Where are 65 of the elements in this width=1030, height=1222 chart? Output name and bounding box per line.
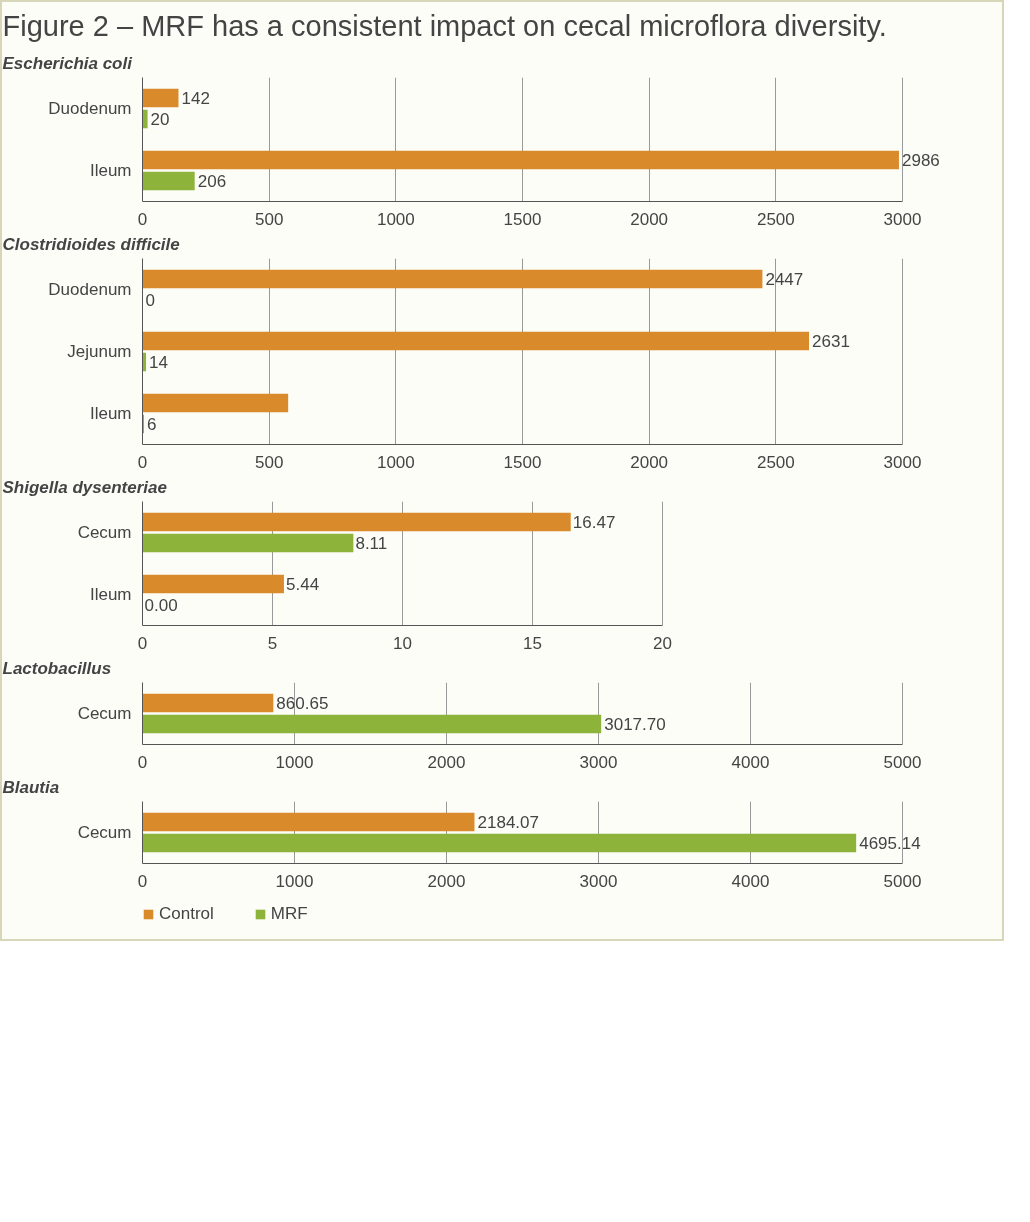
- data-label: 8.11: [355, 534, 388, 554]
- data-label: 14: [149, 353, 169, 373]
- y-tick-label: Ileum: [89, 161, 132, 180]
- x-tick-label: 15: [523, 633, 542, 653]
- x-tick-label: 2000: [630, 452, 669, 472]
- x-tick-label: 3000: [883, 209, 922, 229]
- chart-title: Shigella dysenteriae: [2, 477, 167, 497]
- chart-title: Blautia: [2, 777, 60, 797]
- data-label: 2184.07: [477, 812, 539, 832]
- data-label: 6: [147, 415, 157, 435]
- x-tick-label: 3000: [883, 452, 922, 472]
- chart-subtitle: Escherichia coli: [2, 53, 134, 73]
- x-tick-label: 500: [254, 209, 284, 229]
- x-tick-label: 10: [393, 633, 412, 653]
- chart-title: Figure 2 – MRF has a consistent impact on cecal microflora diversity.: [2, 9, 887, 42]
- y-tick-label: Cecum: [77, 523, 132, 542]
- x-tick-label: 500: [254, 452, 284, 472]
- data-label: 0.00: [144, 596, 178, 616]
- data-label: 4695.14: [859, 834, 921, 854]
- x-tick-label: 2000: [630, 209, 669, 229]
- x-tick-label: 3000: [579, 871, 618, 891]
- x-tick-label: 2000: [427, 752, 466, 772]
- data-label: 2986: [901, 150, 940, 170]
- y-tick-label: Cecum: [77, 823, 132, 842]
- data-label: 16.47: [572, 512, 616, 532]
- y-tick-label: Ileum: [89, 404, 132, 423]
- data-label: 2631: [812, 331, 850, 351]
- x-tick-label: 4000: [731, 752, 770, 772]
- x-tick-label: 3000: [579, 752, 618, 772]
- data-label: 860.65: [276, 693, 329, 713]
- x-tick-label: 4000: [731, 871, 770, 891]
- x-tick-label: 0: [137, 209, 148, 229]
- y-tick-label: Cecum: [77, 704, 132, 723]
- y-tick-label: Duodenum: [48, 99, 132, 118]
- x-tick-label: 1000: [275, 871, 314, 891]
- x-tick-label: 2500: [756, 209, 795, 229]
- x-tick-label: 5000: [883, 752, 922, 772]
- data-label: 2447: [765, 269, 804, 289]
- data-label: 3017.70: [604, 715, 666, 735]
- legend-label: MRF: [270, 904, 308, 924]
- chart-title: Lactobacillus: [2, 658, 112, 678]
- x-tick-label: 0: [137, 452, 148, 472]
- x-tick-label: 1500: [503, 452, 542, 472]
- x-tick-label: 0: [137, 752, 148, 772]
- x-tick-label: 0: [137, 871, 148, 891]
- data-label: 142: [181, 88, 210, 108]
- x-tick-label: 5: [267, 633, 278, 653]
- data-label: 206: [197, 172, 227, 192]
- y-tick-label: Jejunum: [67, 342, 132, 361]
- data-label: 0: [145, 291, 156, 311]
- x-tick-label: 5000: [883, 871, 922, 891]
- legend-label: Control: [159, 904, 214, 924]
- x-tick-label: 20: [653, 633, 672, 653]
- x-tick-label: 0: [137, 633, 148, 653]
- y-tick-label: Ileum: [89, 585, 132, 604]
- y-tick-label: Duodenum: [48, 280, 132, 299]
- x-tick-label: 1500: [503, 209, 542, 229]
- x-tick-label: 1000: [376, 209, 415, 229]
- chart-title: Clostridioides difficile: [2, 234, 180, 254]
- data-label: 20: [150, 110, 170, 130]
- data-label: 5.44: [286, 574, 320, 594]
- x-tick-label: 1000: [275, 752, 314, 772]
- x-tick-label: 2000: [427, 871, 466, 891]
- x-tick-label: 1000: [376, 452, 415, 472]
- x-tick-label: 2500: [756, 452, 795, 472]
